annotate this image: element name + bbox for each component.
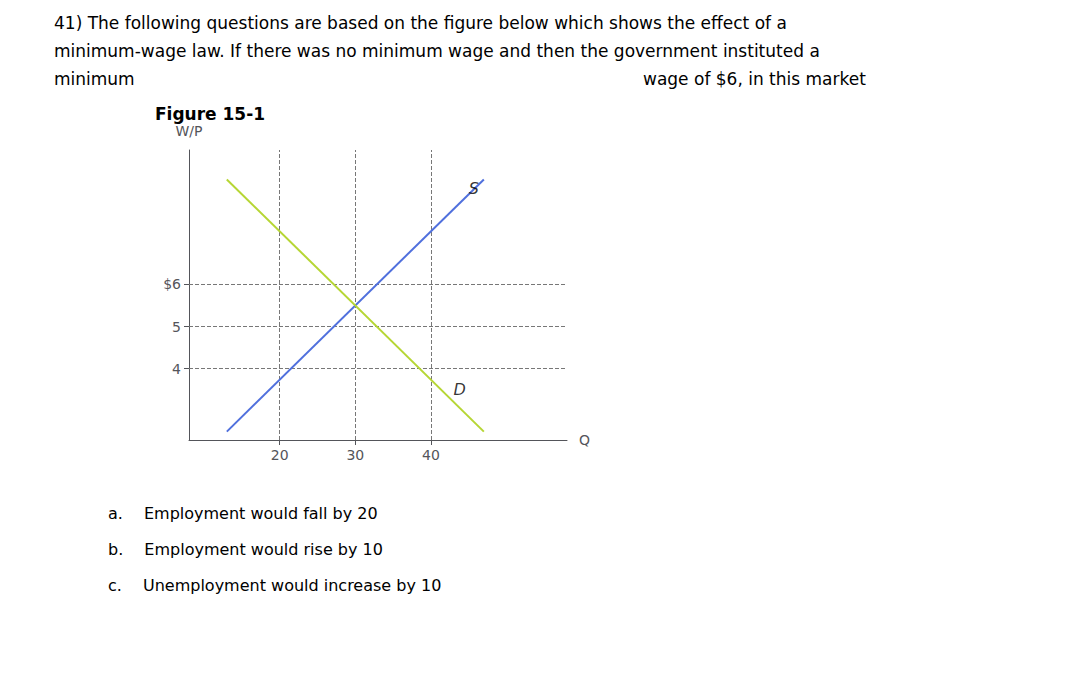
svg-text:W/P: W/P xyxy=(175,123,202,139)
svg-text:b. Employment would rise by 1: b. Employment would rise by 10 xyxy=(108,540,383,559)
svg-text:4: 4 xyxy=(172,361,181,377)
svg-text:minimum-wage law. If there was: minimum-wage law. If there was no minimu… xyxy=(54,41,820,61)
svg-text:30: 30 xyxy=(346,447,364,463)
svg-text:minimum: minimum xyxy=(54,69,135,89)
svg-text:wage of $6, in this market: wage of $6, in this market xyxy=(643,69,866,89)
svg-text:5: 5 xyxy=(172,319,181,335)
svg-text:c. Unemployment would increas: c. Unemployment would increase by 10 xyxy=(108,576,441,595)
svg-text:$6: $6 xyxy=(163,276,181,292)
svg-text:D: D xyxy=(454,380,466,399)
svg-text:40: 40 xyxy=(422,447,440,463)
svg-text:Figure 15-1: Figure 15-1 xyxy=(155,104,265,124)
svg-text:S: S xyxy=(469,179,479,198)
svg-text:41) The following questions ar: 41) The following questions are based on… xyxy=(54,13,787,33)
svg-text:Q: Q xyxy=(579,432,590,448)
svg-text:a. Employment would fall by 2: a. Employment would fall by 20 xyxy=(108,504,378,523)
svg-text:20: 20 xyxy=(271,447,289,463)
